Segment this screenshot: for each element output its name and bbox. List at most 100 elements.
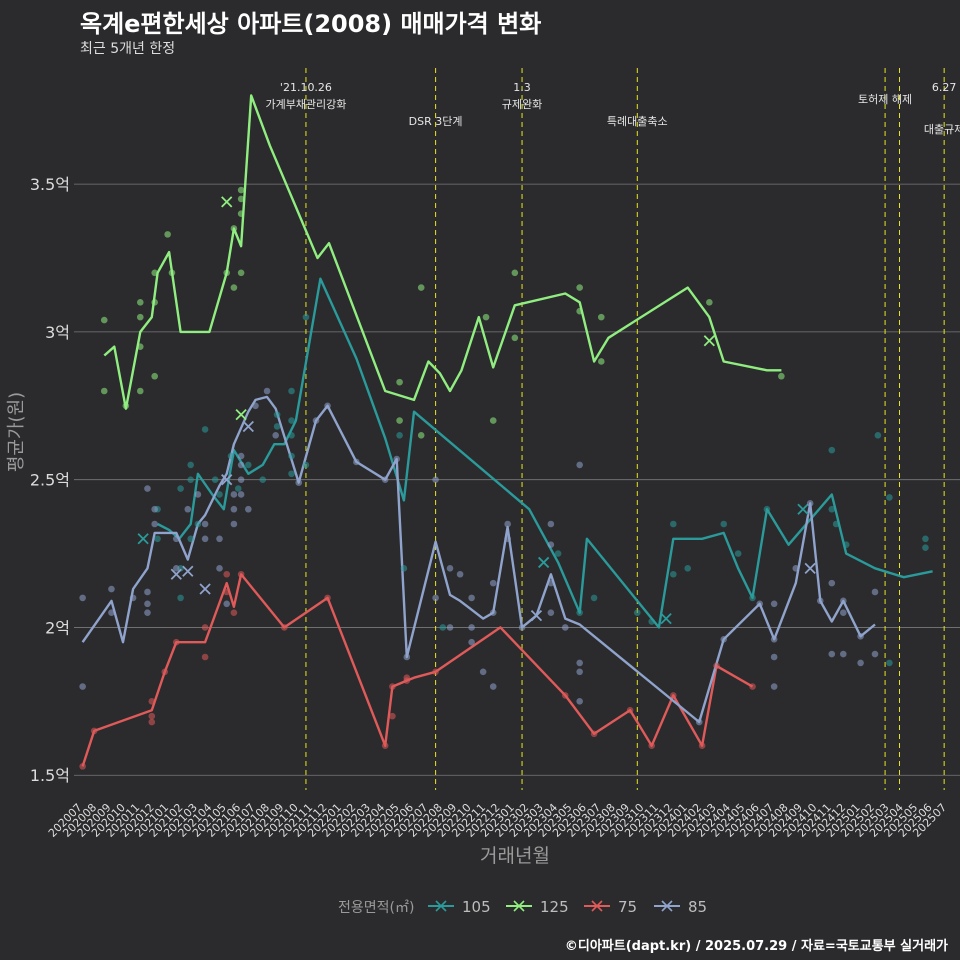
- data-point-125: [168, 269, 176, 277]
- cross-marker-125: [221, 196, 233, 208]
- legend-label-75: 75: [618, 898, 637, 916]
- data-point-105: [554, 550, 562, 557]
- data-point-105: [302, 461, 310, 469]
- data-point-105: [245, 461, 252, 469]
- x-tick-labels: 2020072020082020092020102020112020122021…: [46, 801, 949, 840]
- data-point-105: [211, 476, 219, 483]
- data-point-75: [403, 677, 411, 684]
- event-label: 토허제 해제: [858, 92, 912, 106]
- data-point-85: [840, 597, 847, 605]
- data-point-125: [511, 269, 519, 277]
- data-point-75: [381, 742, 389, 749]
- legend-cross-125: [513, 900, 525, 912]
- data-point-85: [871, 588, 879, 596]
- data-point-85: [312, 417, 320, 424]
- data-point-125: [136, 343, 144, 350]
- cross-marker-85: [530, 609, 543, 622]
- data-point-85: [381, 476, 389, 483]
- data-point-85: [194, 491, 202, 498]
- data-point-105: [177, 594, 184, 602]
- data-point-75: [389, 712, 396, 720]
- data-point-85: [857, 633, 864, 640]
- data-point-105: [749, 594, 756, 602]
- data-point-85: [263, 387, 271, 395]
- data-point-125: [597, 358, 605, 365]
- cross-marker-105: [538, 556, 550, 569]
- data-point-75: [670, 692, 677, 699]
- data-point-125: [151, 372, 158, 380]
- data-point-75: [237, 570, 245, 578]
- data-point-125: [230, 225, 238, 232]
- data-point-125: [597, 313, 605, 321]
- data-point-105: [234, 485, 242, 492]
- data-point-105: [670, 570, 677, 578]
- data-point-85: [756, 600, 764, 608]
- data-point-125: [122, 402, 130, 410]
- data-point-105: [832, 520, 840, 528]
- event-label: 1.3: [513, 81, 531, 94]
- data-point-125: [706, 299, 713, 306]
- chart-title: 옥계e편한세상 아파트(2008) 매매가격 변화: [80, 10, 542, 38]
- data-point-105: [648, 618, 656, 625]
- cross-marker-125: [703, 335, 715, 347]
- event-label: 규제완화: [502, 98, 542, 111]
- data-point-85: [792, 565, 800, 572]
- data-point-105: [396, 432, 403, 439]
- data-point-125: [396, 378, 403, 386]
- event-label: DSR 3단계: [409, 115, 463, 128]
- data-point-75: [713, 662, 720, 670]
- data-point-125: [164, 231, 171, 238]
- data-point-85: [151, 505, 158, 513]
- legend-cross-85: [661, 900, 673, 912]
- data-point-105: [720, 520, 728, 528]
- legend-title: 전용면적(㎡): [338, 900, 414, 916]
- data-point-75: [389, 683, 396, 690]
- data-point-85: [79, 683, 86, 690]
- data-point-125: [151, 269, 158, 277]
- data-point-125: [511, 334, 519, 342]
- event-label: 특례대출축소: [607, 115, 668, 128]
- data-point-85: [468, 594, 475, 602]
- data-point-85: [695, 718, 703, 726]
- data-point-105: [576, 609, 583, 616]
- data-point-85: [201, 535, 209, 543]
- cross-marker-85: [170, 568, 182, 580]
- data-point-85: [108, 585, 115, 593]
- data-point-105: [187, 476, 194, 483]
- data-point-85: [237, 491, 245, 498]
- data-point-75: [223, 588, 231, 596]
- data-point-105: [684, 565, 692, 572]
- data-point-125: [576, 284, 583, 291]
- data-point-85: [144, 485, 151, 492]
- data-point-85: [576, 698, 583, 705]
- event-label: 6.27: [932, 81, 957, 94]
- data-point-85: [857, 659, 864, 667]
- series-lines: [81, 94, 933, 767]
- data-point-125: [237, 195, 245, 203]
- data-point-105: [922, 535, 929, 543]
- data-point-105: [874, 432, 882, 439]
- data-point-75: [201, 624, 209, 631]
- data-point-105: [828, 446, 836, 454]
- data-point-85: [504, 520, 511, 528]
- data-point-85: [547, 609, 555, 616]
- data-point-85: [806, 500, 814, 507]
- data-point-85: [770, 635, 778, 643]
- data-point-85: [561, 624, 569, 631]
- data-point-85: [547, 541, 555, 548]
- data-point-105: [273, 411, 281, 418]
- data-point-105: [194, 520, 202, 528]
- data-point-105: [763, 505, 771, 513]
- data-point-125: [237, 210, 245, 217]
- data-point-85: [393, 455, 401, 463]
- y-tick-label: 2.5억: [30, 471, 70, 490]
- cross-marker-85: [221, 474, 233, 486]
- data-point-75: [648, 742, 656, 749]
- cross-marker-85: [804, 562, 816, 574]
- data-point-85: [468, 638, 475, 646]
- data-point-105: [154, 535, 161, 543]
- data-point-85: [324, 402, 331, 410]
- data-point-75: [148, 718, 156, 726]
- data-point-85: [230, 505, 238, 513]
